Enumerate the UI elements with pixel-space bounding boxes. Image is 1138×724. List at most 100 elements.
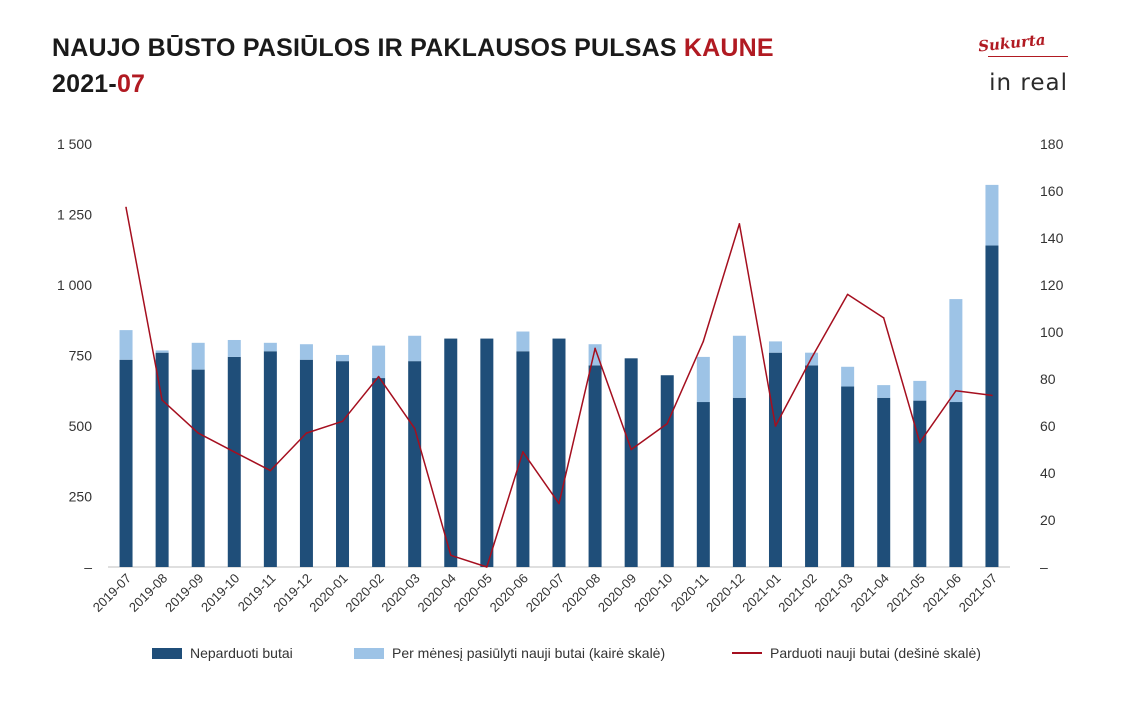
x-tick-label: 2019-10 [198,571,242,615]
point-sold [305,432,308,434]
bar-offered [877,385,891,398]
title-city: KAUNE [683,34,774,62]
legend-swatch-unsold [152,647,182,659]
point-sold [377,375,380,378]
bar-unsold [372,378,386,567]
bar-unsold [516,351,530,567]
point-sold [233,451,236,453]
y-left-tick-label: 500 [69,418,93,434]
y-left-tick-label: 1 250 [57,207,92,223]
y-right-tick-label: 40 [1040,465,1056,481]
y-left-tick-label: 750 [69,348,93,364]
legend: Neparduoti butai Per mėnesį pasiūlyti na… [0,645,1138,669]
y-right-tick-label: 120 [1040,277,1064,293]
x-tick-label: 2020-09 [595,571,639,615]
point-sold [197,432,199,434]
point-sold [341,420,344,423]
bar-unsold [191,369,205,567]
bar-unsold [155,352,169,567]
bar-offered [119,330,133,360]
legend-label-unsold: Neparduoti butai [190,645,293,661]
x-tick-label: 2020-10 [631,571,675,615]
bar-offered [336,354,350,362]
bar-unsold [444,338,458,567]
legend-item-unsold: Neparduoti butai [152,645,293,661]
x-tick-label: 2021-03 [811,571,855,615]
y-left-tick-label: 1 500 [57,136,92,152]
point-sold [161,399,163,401]
bar-offered [841,366,855,387]
bar-offered [263,342,277,352]
x-tick-label: 2020-01 [306,571,350,615]
point-sold [449,554,452,557]
bar-unsold [552,338,566,567]
bar-offered [372,345,386,379]
x-tick-label: 2020-03 [378,571,422,615]
title-line-2: 2021-07 [52,70,146,98]
title-line-1: NAUJO BŪSTO PASIŪLOS IR PAKLAUSOS PULSAS… [52,34,774,62]
bar-unsold [732,397,746,567]
bar-unsold [299,359,313,567]
bar-offered [985,184,999,246]
bar-offered [408,335,422,362]
point-sold [882,317,885,319]
title-month: 07 [116,70,146,98]
point-sold [522,451,524,453]
x-tick-label: 2020-05 [451,571,495,615]
bar-offered [299,344,313,360]
bar-unsold [336,361,350,567]
x-tick-label: 2021-04 [847,571,891,615]
bar-offered [732,335,746,398]
x-tick-label: 2020-02 [342,571,386,615]
bar-unsold [913,400,927,567]
y-right-tick-label: 60 [1040,418,1056,434]
point-sold [846,293,849,296]
y-left-tick-label: 1 000 [57,277,92,293]
y-right-tick-label: – [1040,559,1048,575]
point-sold [630,448,632,451]
legend-swatch-offered [354,647,384,659]
bar-unsold [660,375,674,567]
point-sold [413,427,416,430]
x-tick-label: 2019-08 [126,571,170,615]
bar-unsold [768,352,782,567]
legend-line-sold [732,652,762,654]
bar-offered [768,341,782,353]
bar-offered [191,342,205,370]
bar-unsold [588,365,602,567]
point-sold [810,357,813,359]
point-sold [774,425,777,427]
point-sold [558,502,560,505]
point-sold [702,340,705,343]
legend-label-offered: Per mėnesį pasiūlyti nauji butai (kairė … [392,645,666,661]
bar-unsold [696,402,710,567]
y-right-tick-label: 20 [1040,512,1056,528]
bar-unsold [263,351,277,567]
x-tick-label: 2021-05 [884,571,928,615]
y-right-tick-label: 140 [1040,230,1064,246]
bar-unsold [480,338,494,567]
bar-offered [696,356,710,403]
logo-rule [988,56,1068,57]
x-tick-label: 2020-08 [559,571,603,615]
logo-brand: in real [989,70,1068,96]
x-tick-label: 2019-11 [235,571,279,615]
bar-offered [949,299,963,403]
x-tick-label: 2021-07 [956,571,1000,615]
y-right-tick-label: 160 [1040,183,1064,199]
legend-item-offered: Per mėnesį pasiūlyti nauji butai (kairė … [354,645,665,661]
point-sold [594,347,596,350]
x-tick-label: 2021-02 [775,571,819,615]
bar-unsold [985,245,999,567]
x-tick-label: 2020-04 [415,571,459,615]
x-tick-label: 2021-01 [739,571,783,615]
point-sold [125,206,127,209]
bar-unsold [877,397,891,567]
x-tick-label: 2019-12 [270,571,314,615]
point-sold [666,422,669,425]
x-tick-label: 2020-11 [668,571,712,615]
x-tick-label: 2019-09 [162,571,206,615]
point-sold [486,566,488,568]
point-sold [269,469,272,472]
